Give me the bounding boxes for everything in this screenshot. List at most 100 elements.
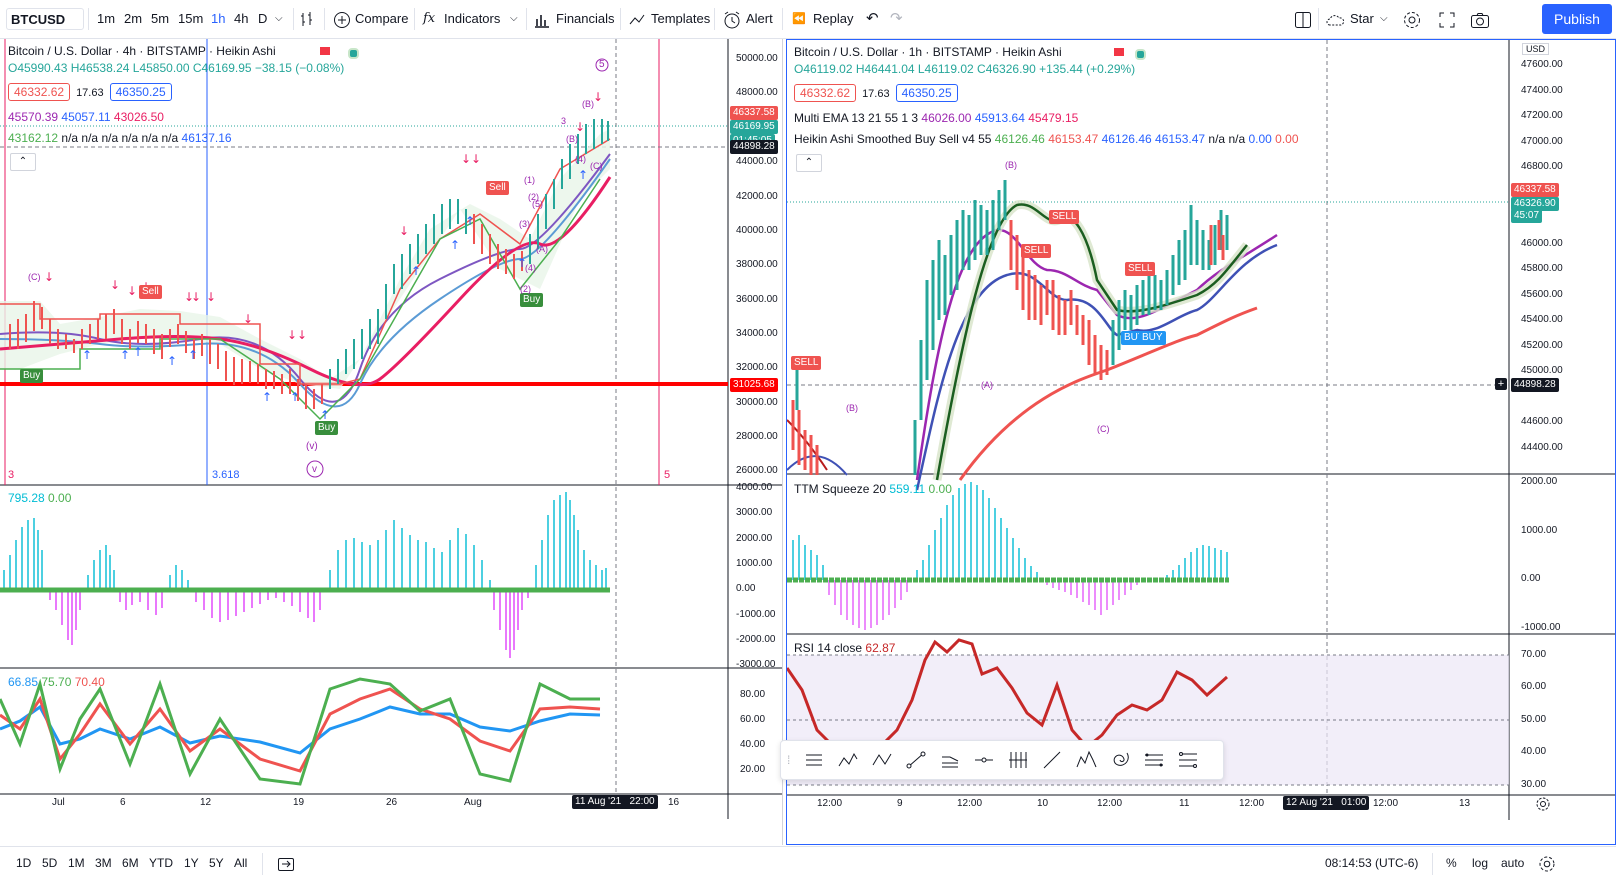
price-tick: 44000.00 (736, 156, 778, 167)
svg-text:↑: ↑ (188, 348, 198, 362)
range-ytd[interactable]: YTD (149, 856, 173, 870)
line-tool-icon[interactable] (1041, 749, 1063, 771)
spread: 17.63 (76, 87, 104, 99)
svg-text:↓: ↓ (127, 284, 137, 298)
interval-4h[interactable]: 4h (234, 11, 249, 26)
ask-box[interactable]: 46350.25 (895, 84, 958, 102)
compare-button[interactable]: Compare (355, 11, 409, 26)
compare-plus-icon[interactable] (333, 11, 351, 29)
bar-style-icon[interactable] (300, 10, 316, 28)
interval-15m[interactable]: 15m (178, 11, 204, 26)
hamburger-menu-icon[interactable] (803, 749, 825, 771)
currency-select[interactable]: USD (1522, 43, 1550, 55)
range-3m[interactable]: 3M (95, 856, 112, 870)
osc1-tick: -1000.00 (736, 609, 776, 620)
range-1y[interactable]: 1Y (184, 856, 199, 870)
buy-signal: Buy (315, 421, 339, 435)
spiral-icon[interactable] (1109, 749, 1131, 771)
publish-button[interactable]: Publish (1542, 4, 1612, 34)
right-chart[interactable]: Bitcoin / U.S. Dollar · 1h · BITSTAMP · … (786, 39, 1616, 845)
range-5d[interactable]: 5D (42, 856, 58, 870)
ind1-value-c: 43026.50 (113, 110, 164, 124)
pattern-abc-icon[interactable] (871, 749, 893, 771)
price-tick: 47400.00 (1521, 85, 1563, 96)
range-1m[interactable]: 1M (68, 856, 85, 870)
svg-text:↓: ↓ (243, 312, 253, 326)
percent-toggle[interactable]: % (1446, 856, 1457, 870)
ttm-tick: -1000.00 (1521, 622, 1561, 633)
indicators-fx-icon[interactable]: fx (423, 11, 436, 26)
templates-icon[interactable] (628, 11, 646, 29)
symbol-search[interactable]: BTCUSD (6, 8, 84, 30)
range-all[interactable]: All (234, 856, 248, 870)
templates-button[interactable]: Templates (651, 11, 711, 26)
range-1d[interactable]: 1D (16, 856, 32, 870)
crosshair-price-tag: 44898.28 (730, 140, 778, 154)
financials-icon[interactable] (533, 11, 551, 29)
ema-value-b: 45913.64 (974, 111, 1025, 125)
collapse-legend-button[interactable]: ⌃ (796, 154, 822, 172)
flag-icon[interactable] (320, 47, 330, 55)
cloud-icon[interactable] (1326, 13, 1346, 27)
fib-time-icon[interactable] (1007, 749, 1029, 771)
channel-icon[interactable] (939, 749, 961, 771)
interval-d[interactable]: D (258, 11, 268, 26)
interval-1h[interactable]: 1h (211, 11, 226, 26)
price-tick: 42000.00 (736, 191, 778, 202)
camera-icon[interactable] (1470, 11, 1490, 29)
add-plus-icon[interactable]: + (1495, 378, 1507, 390)
price-tick: 45000.00 (1521, 365, 1563, 376)
redo-icon[interactable]: ↷ (890, 10, 903, 27)
price-tick: 48000.00 (736, 87, 778, 98)
bid-box[interactable]: 46332.62 (8, 83, 71, 101)
svg-text:↑: ↑ (320, 408, 330, 422)
replay-icon[interactable]: ⏪ (792, 13, 806, 25)
svg-text:↑: ↑ (120, 348, 130, 362)
price-tick: 47600.00 (1521, 59, 1563, 70)
time-tick: 11 (1179, 798, 1190, 809)
gear-icon[interactable] (1402, 10, 1422, 30)
fullscreen-icon[interactable] (1438, 11, 1456, 29)
clock-time[interactable]: 08:14:53 (UTC-6) (1325, 856, 1419, 870)
drag-handle-icon[interactable]: ⁞ (787, 753, 791, 767)
wave-label: 3 (561, 116, 567, 126)
time-tick: 6 (120, 797, 126, 808)
chevron-down-icon[interactable]: ⌵ (510, 13, 518, 24)
bid-box[interactable]: 46332.62 (794, 84, 857, 102)
wave-label: (B) (1005, 160, 1017, 170)
indicators-button[interactable]: Indicators (444, 11, 501, 26)
flag-icon[interactable] (1114, 48, 1124, 56)
chevron-down-icon[interactable]: ⌵ (1380, 13, 1388, 24)
star-button[interactable]: Star (1350, 11, 1374, 26)
date-range-icon[interactable] (277, 856, 295, 872)
gear-icon[interactable] (1535, 796, 1551, 812)
parallel-channel-icon[interactable] (1143, 749, 1165, 771)
replay-button[interactable]: Replay (813, 11, 854, 26)
ask-box[interactable]: 46350.25 (109, 83, 172, 101)
chevron-down-icon[interactable]: ⌵ (275, 13, 283, 24)
range-5y[interactable]: 5Y (209, 856, 224, 870)
osc1-zero: 0.00 (48, 491, 72, 505)
log-toggle[interactable]: log (1472, 856, 1489, 870)
ttm-tick: 1000.00 (1521, 525, 1558, 536)
fib-retracement-icon[interactable] (1177, 749, 1199, 771)
financials-button[interactable]: Financials (556, 11, 615, 26)
interval-5m[interactable]: 5m (151, 11, 170, 26)
interval-1m[interactable]: 1m (97, 11, 116, 26)
alarm-clock-icon[interactable] (722, 10, 742, 30)
layout-icon[interactable] (1294, 11, 1312, 29)
gear-icon[interactable] (1538, 855, 1556, 873)
auto-toggle[interactable]: auto (1501, 856, 1525, 870)
interval-2m[interactable]: 2m (124, 11, 143, 26)
trendline-icon[interactable] (905, 749, 927, 771)
head-shoulders-icon[interactable] (1075, 749, 1097, 771)
undo-icon[interactable]: ↶ (866, 10, 879, 27)
pattern-xabcd-icon[interactable] (837, 749, 859, 771)
divider (620, 8, 621, 30)
left-chart[interactable]: ↓↓↓↓↓↓↓↓↓↓↓↓↓↓↓ ↑↑↑↑↑↑↑↑↑↑↑↑↑ Bitcoin / … (0, 39, 783, 845)
time-tick: 13 (1459, 798, 1471, 809)
collapse-legend-button[interactable]: ⌃ (10, 153, 36, 171)
horizontal-ray-icon[interactable] (973, 749, 995, 771)
range-6m[interactable]: 6M (122, 856, 139, 870)
alert-button[interactable]: Alert (746, 11, 773, 26)
